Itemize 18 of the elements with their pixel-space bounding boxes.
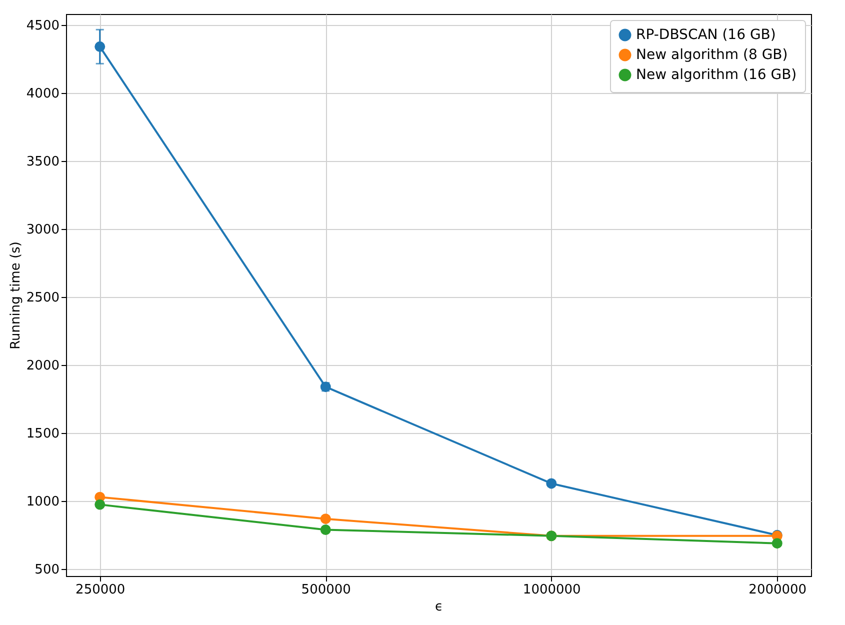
legend-label: New algorithm (8 GB) [636,47,788,63]
y-axis-title: Running time (s) [8,242,24,350]
legend-label: RP-DBSCAN (16 GB) [636,27,776,43]
y-tick-label: 2000 [26,358,60,374]
y-tick-label: 500 [34,562,60,578]
y-tick-label: 3500 [26,154,60,170]
y-tick-label: 3000 [26,222,60,238]
legend-label: New algorithm (16 GB) [636,67,797,83]
x-tick-label: 250000 [76,582,126,598]
y-tick-label: 1500 [26,426,60,442]
x-tick-label: 1000000 [522,582,581,598]
x-tick-label: 500000 [301,582,351,598]
y-tick-label: 2500 [26,290,60,306]
y-tick-label: 4500 [26,18,60,34]
x-tick-label: 2000000 [748,582,807,598]
y-tick-label: 1000 [26,494,60,510]
x-axis-title: ϵ [435,600,443,614]
y-tick-label: 4000 [26,86,60,102]
